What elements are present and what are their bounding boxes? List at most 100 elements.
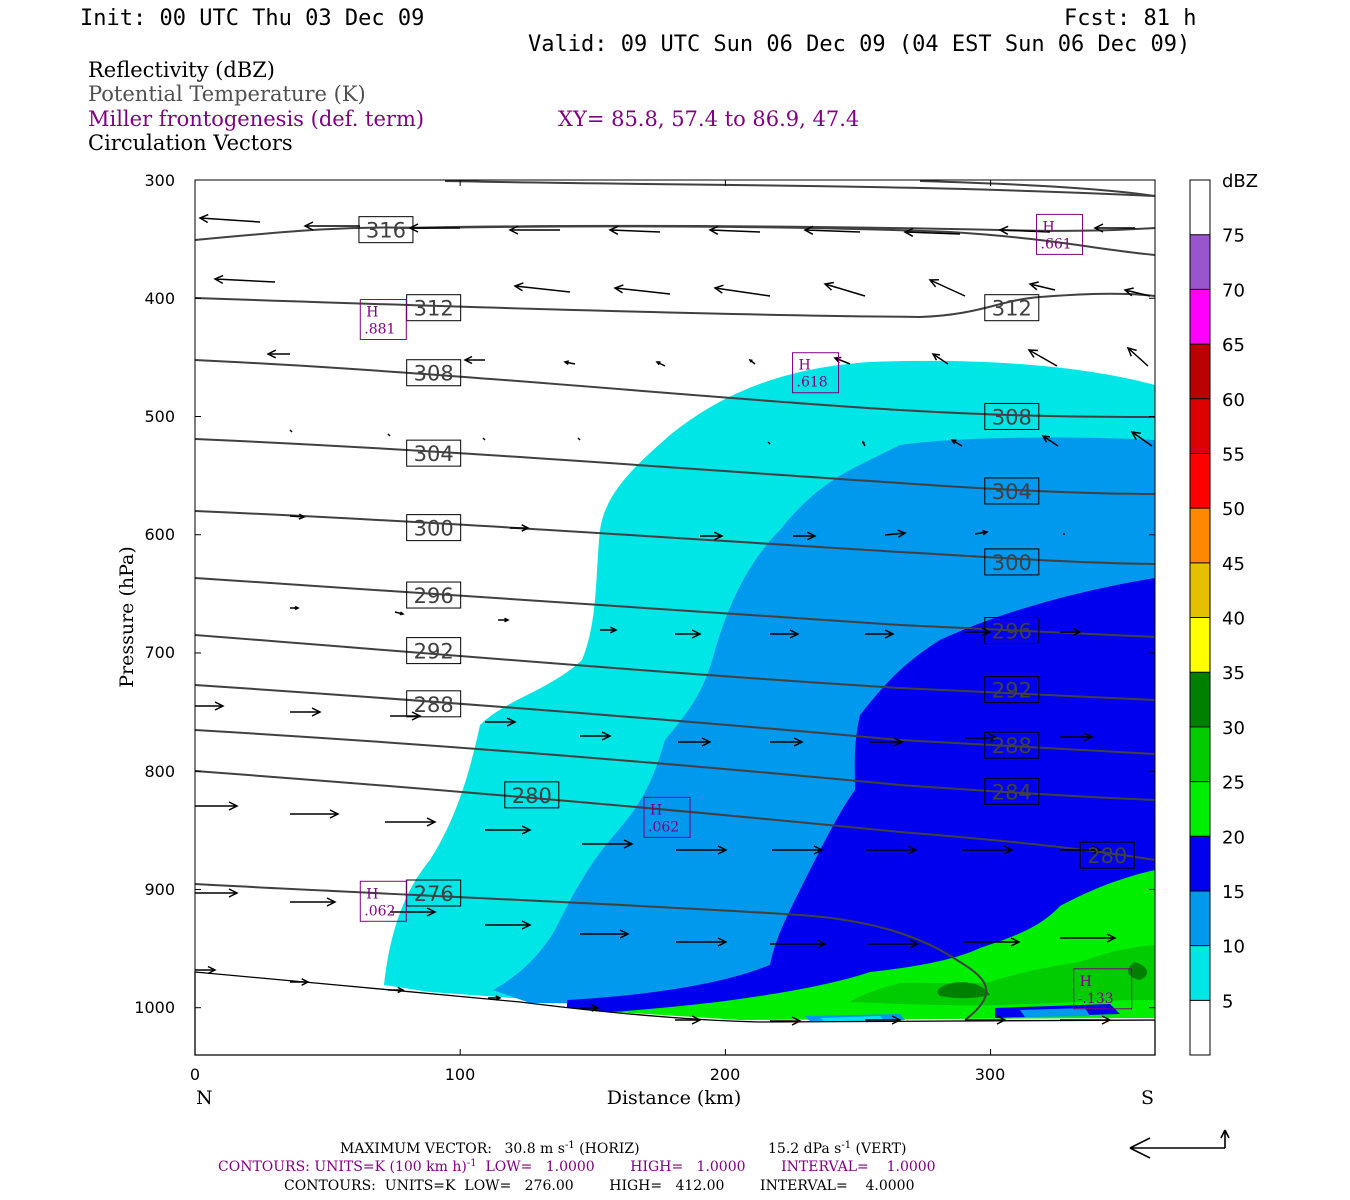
vector-shaft	[513, 282, 571, 293]
colorbar-band-0	[1190, 1000, 1210, 1055]
colorbar-label-65: 65	[1222, 335, 1245, 356]
vector-shaft	[195, 701, 225, 711]
plot-frame	[194, 179, 1156, 1056]
vector-shaft	[676, 845, 728, 855]
theta-label-text: 304	[992, 480, 1032, 504]
circulation-vector-1	[303, 221, 360, 231]
theta-label-text: 292	[414, 640, 454, 664]
circulation-vector-60	[870, 737, 904, 747]
vector-shaft	[1060, 732, 1094, 742]
circulation-vector-8	[998, 225, 1051, 235]
vector-stub	[387, 433, 391, 437]
theta-label-276: 276	[406, 879, 462, 907]
colorbar-band-5	[1190, 726, 1210, 782]
vector-shaft	[865, 629, 895, 639]
circulation-vector-77	[580, 929, 630, 939]
circulation-vector-79	[770, 939, 827, 949]
vector-shaft	[508, 225, 560, 235]
vector-shaft	[1123, 287, 1151, 297]
theta-label-280: 280	[1079, 841, 1135, 869]
circulation-vector-76	[485, 920, 532, 930]
vector-shaft	[866, 845, 918, 855]
max-vector-readout: MAXIMUM VECTOR: 30.8 m s-1 (HORIZ)	[340, 1140, 640, 1157]
field-potential-temperature: Potential Temperature (K)	[88, 82, 366, 106]
theta-label-text: 288	[992, 734, 1032, 758]
init-time: Init: 00 UTC Thu 03 Dec 09	[80, 6, 424, 31]
theta-label-316: 316	[358, 216, 414, 244]
circulation-vector-61	[965, 733, 999, 743]
vector-shaft	[390, 907, 437, 917]
colorbar-band-4	[1190, 781, 1210, 837]
theta-label-box	[406, 690, 462, 718]
theta-label-292: 292	[406, 637, 462, 665]
frontogenesis-max-value: .062	[364, 903, 395, 919]
theta-label-text: 296	[414, 584, 454, 608]
reference-horizontal-arrow	[1129, 1137, 1225, 1159]
theta-label-304: 304	[984, 477, 1040, 505]
theta-label-288: 288	[406, 690, 462, 718]
circulation-vector-20	[463, 355, 485, 365]
theta-label-text: 284	[992, 780, 1032, 804]
vector-shaft	[770, 629, 800, 639]
frontogenesis-max-3: H.062	[643, 796, 691, 838]
theta-label-box	[984, 294, 1040, 322]
vector-shaft	[965, 1015, 1007, 1025]
vector-shaft	[608, 225, 661, 235]
circulation-vector-54	[290, 707, 322, 717]
vector-shaft	[675, 629, 702, 639]
vector-shaft	[582, 839, 634, 849]
frontogenesis-max-box	[359, 880, 407, 922]
vector-shaft	[394, 611, 405, 616]
vector-shaft	[1060, 933, 1117, 943]
frontogenesis-max-1: H.881	[359, 299, 407, 341]
circulation-vector-23	[748, 358, 756, 365]
theta-label-text: 312	[992, 297, 1032, 321]
cross-section-endpoints: XY= 85.8, 57.4 to 86.9, 47.4	[558, 107, 859, 131]
colorbar-band-7	[1190, 617, 1210, 673]
vector-shaft	[700, 531, 724, 541]
circulation-vector-80	[868, 939, 920, 949]
frontogenesis-max-box	[359, 299, 407, 341]
frontogenesis-max-value: .661	[1041, 236, 1072, 252]
vector-shaft	[931, 353, 949, 365]
theta-label-box	[406, 581, 462, 609]
colorbar-band-13	[1190, 289, 1210, 345]
frontogenesis-max-0: H.661	[1036, 213, 1084, 255]
vector-shaft	[385, 817, 437, 827]
circulation-vector-87	[580, 1004, 600, 1012]
colorbar-label-75: 75	[1222, 226, 1245, 247]
vector-shaft	[884, 529, 907, 538]
circulation-vector-32	[767, 441, 771, 445]
circulation-vector-64	[290, 809, 340, 819]
circulation-vector-9	[1093, 223, 1135, 233]
circulation-vector-78	[676, 937, 728, 947]
theta-label-300: 300	[406, 514, 462, 542]
circulation-vector-83	[195, 965, 217, 975]
vector-shaft	[928, 278, 966, 297]
vector-shaft	[290, 605, 300, 611]
colorbar-label-20: 20	[1222, 827, 1245, 848]
colorbar-title: dBZ	[1222, 171, 1258, 192]
vector-shaft	[613, 284, 671, 295]
vector-shaft	[195, 888, 239, 898]
circulation-vector-35	[1041, 435, 1059, 447]
circulation-vector-40	[793, 531, 817, 541]
max-vector-vert-tail: (VERT)	[851, 1141, 906, 1157]
theta-label-text: 300	[992, 551, 1032, 575]
circulation-vector-70	[866, 845, 918, 855]
vector-shaft	[676, 937, 728, 947]
reference-vertical-arrow	[1220, 1129, 1230, 1148]
refl-25-area	[850, 945, 1155, 1006]
valid-time: Valid: 09 UTC Sun 06 Dec 09 (04 EST Sun …	[528, 32, 1190, 57]
circulation-vector-47	[600, 626, 618, 634]
theta-contour-labels: 316 312 312 308 308 304 304 300 300 296 296 292 292 2…	[358, 216, 1135, 907]
theta-contours	[194, 180, 1156, 1021]
colorbar-label-40: 40	[1222, 609, 1245, 630]
south-end-label: S	[1141, 1087, 1154, 1109]
vector-shaft	[950, 439, 963, 447]
y-tick-300: 300	[144, 171, 175, 190]
vector-shaft	[600, 626, 618, 634]
field-circulation-vectors: Circulation Vectors	[88, 131, 293, 155]
vector-shaft	[1093, 223, 1135, 233]
axis-ticks	[194, 179, 1155, 1055]
